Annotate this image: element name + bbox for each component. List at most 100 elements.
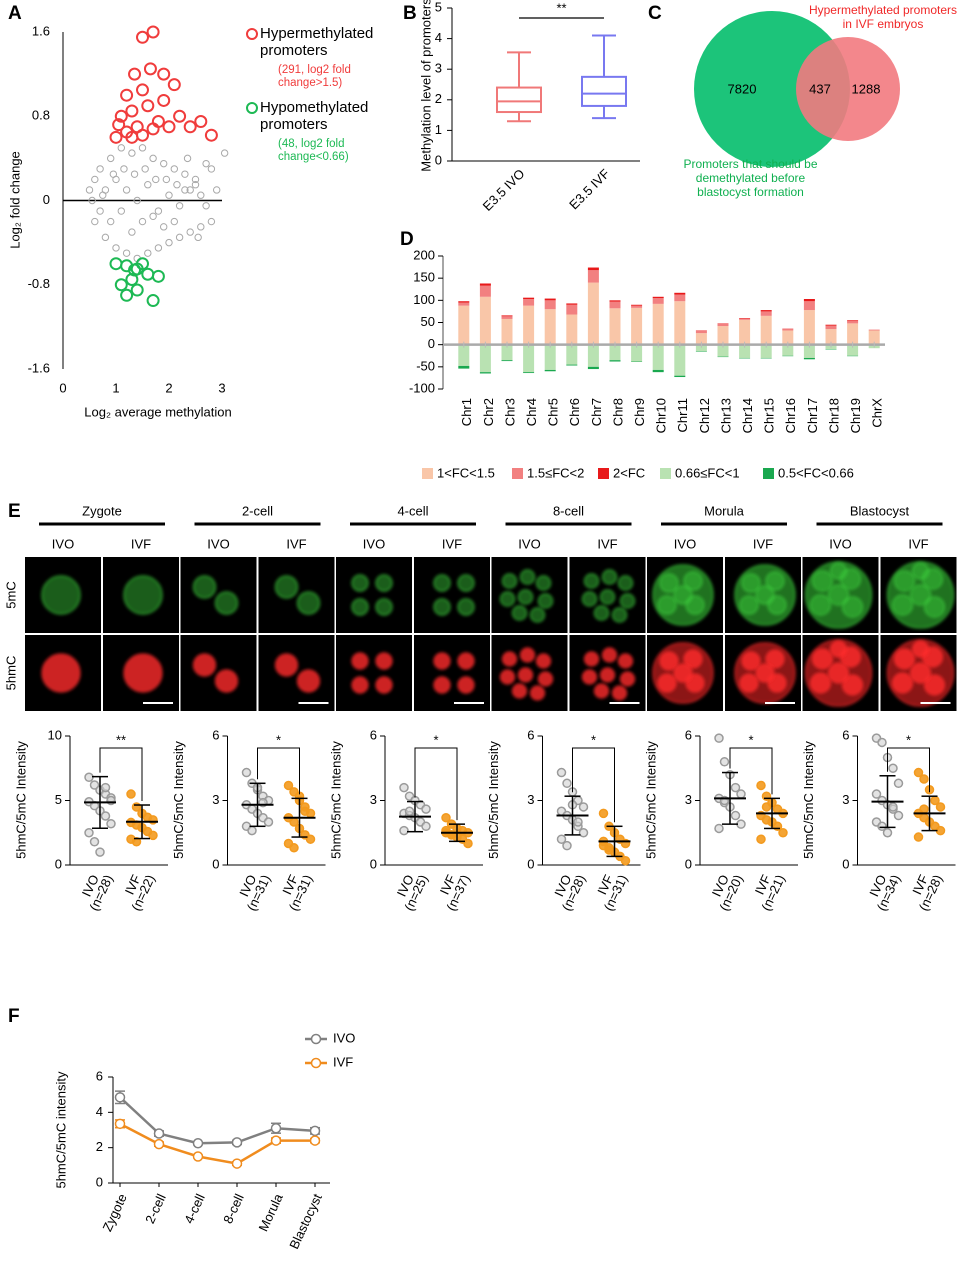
cell [620, 593, 635, 609]
point [160, 159, 168, 168]
point [114, 1118, 126, 1130]
legend-label: 0.66≤FC<1 [675, 465, 740, 480]
cell [600, 589, 615, 605]
bar-segment [458, 365, 470, 369]
bar-segment [868, 329, 880, 331]
bar-segment [458, 301, 470, 303]
point [719, 757, 730, 767]
point [88, 196, 96, 205]
point [202, 159, 210, 168]
stage-label: 4-cell [397, 503, 428, 518]
point [100, 811, 111, 821]
bar-segment [458, 305, 470, 345]
cell [810, 594, 831, 616]
x-tick-label: 2 [165, 380, 172, 395]
y-tick-label: 0 [55, 856, 62, 871]
bar-segment [609, 360, 621, 362]
point [106, 818, 116, 829]
significance-bracket [572, 747, 615, 823]
x-tick-label: Chr13 [718, 398, 733, 433]
cell [457, 676, 475, 694]
cell [739, 673, 759, 693]
bar-segment [717, 326, 729, 345]
cell [602, 647, 617, 663]
cell [351, 676, 369, 694]
y-tick-label: 6 [370, 727, 377, 742]
x-tick-label: Chr14 [740, 398, 755, 433]
venn-label-box: Hypermethylated promoters in IVF embryos [809, 4, 957, 31]
y-axis-label: 5hmC/5mC Intensity [643, 741, 658, 859]
point [144, 181, 152, 189]
bar-segment [782, 344, 794, 356]
x-tick-label: Chr7 [589, 398, 604, 426]
bar-segment [587, 267, 599, 271]
micrograph [336, 557, 412, 633]
point [120, 165, 128, 173]
significance-bracket [887, 747, 930, 793]
bar-segment [803, 310, 815, 345]
point [173, 109, 187, 123]
x-tick-label: Chr1 [459, 398, 474, 426]
point [173, 181, 181, 189]
point [241, 767, 252, 778]
panel-label: E [8, 501, 21, 522]
cell [602, 569, 617, 585]
y-tick-label: 2 [435, 91, 442, 106]
x-tick-label: Blastocyst [286, 1191, 325, 1251]
point [556, 767, 567, 778]
legend-marker [310, 1057, 322, 1069]
bar-segment [631, 344, 643, 362]
cell [538, 593, 553, 609]
bar-segment [652, 303, 664, 345]
bar-segment [587, 270, 599, 283]
point [399, 782, 409, 793]
point [270, 1135, 282, 1146]
x-tick-label: 2-cell [142, 1191, 169, 1226]
point [101, 233, 110, 242]
point [109, 130, 123, 144]
point [197, 191, 205, 199]
x-tick-label: Chr2 [481, 398, 496, 426]
bar-segment [544, 300, 556, 310]
point [128, 228, 136, 236]
x-tick-label: 8-cell [220, 1191, 247, 1226]
point [109, 170, 118, 178]
cell [375, 574, 393, 592]
cell [765, 571, 785, 591]
x-tick-label: Chr6 [567, 398, 582, 426]
y-axis-label: 5hmC/5mC Intensity [328, 741, 343, 859]
point [197, 223, 205, 231]
cell [518, 589, 533, 605]
group-label: IVO [52, 536, 74, 551]
significance: * [433, 732, 438, 747]
point [882, 828, 893, 838]
legend-swatch [422, 468, 433, 479]
venn-set [694, 11, 850, 167]
point [309, 1135, 321, 1146]
x-tick-label: Chr3 [502, 398, 517, 426]
point [153, 1138, 165, 1150]
panel-label: A [8, 3, 22, 24]
micrograph [336, 635, 412, 711]
point [935, 825, 946, 836]
point [167, 78, 181, 92]
bar-segment [544, 344, 556, 370]
significance: * [591, 732, 596, 747]
y-axis-label: 5hmC/5mC Intensity [13, 741, 28, 859]
group-label: IVO [518, 536, 540, 551]
point [160, 223, 168, 231]
point [191, 181, 200, 189]
point [562, 778, 572, 789]
cell [582, 669, 597, 685]
stage-label: Morula [704, 503, 745, 518]
y-tick-label: 100 [413, 292, 435, 307]
bar-segment [674, 301, 686, 345]
point [181, 170, 189, 178]
cell [659, 573, 679, 593]
cell [924, 674, 945, 696]
point [183, 120, 197, 134]
cell [123, 653, 163, 693]
point [441, 812, 451, 823]
cell [657, 673, 677, 693]
point [598, 808, 609, 819]
